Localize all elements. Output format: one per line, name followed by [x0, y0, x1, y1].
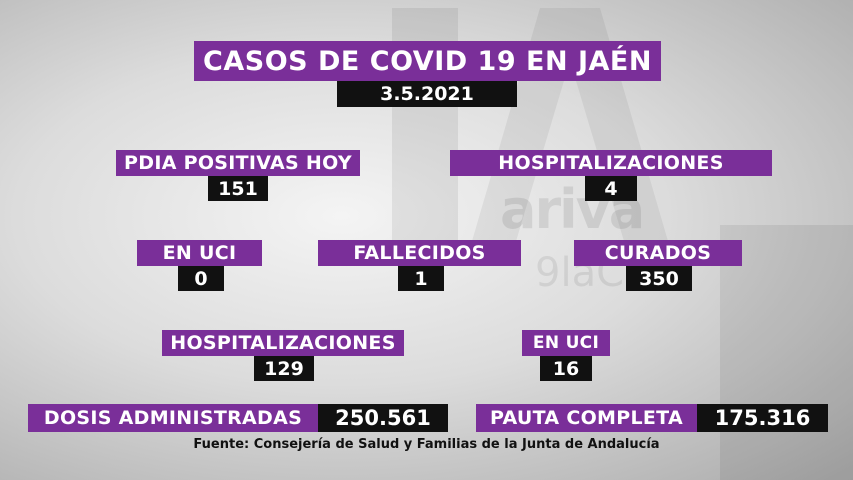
curados-label: CURADOS [574, 240, 742, 266]
curados-value: 350 [626, 266, 692, 291]
dosis-value: 250.561 [318, 404, 448, 432]
uci-total-label: EN UCI [522, 330, 610, 356]
uci-value: 0 [178, 266, 224, 291]
uci-label: EN UCI [137, 240, 262, 266]
report-date: 3.5.2021 [337, 81, 517, 107]
pauta-label: PAUTA COMPLETA [476, 404, 697, 432]
page-title: CASOS DE COVID 19 EN JAÉN [194, 41, 661, 81]
pdia-label: PDIA POSITIVAS HOY [116, 150, 360, 176]
source-footer: Fuente: Consejería de Salud y Familias d… [193, 437, 660, 452]
hospitalizaciones-label: HOSPITALIZACIONES [450, 150, 772, 176]
hospitalizaciones-total-value: 129 [254, 356, 314, 381]
fallecidos-value: 1 [398, 266, 444, 291]
pdia-value: 151 [208, 176, 268, 201]
pauta-value: 175.316 [697, 404, 828, 432]
uci-total-value: 16 [540, 356, 592, 381]
hospitalizaciones-value: 4 [585, 176, 637, 201]
fallecidos-label: FALLECIDOS [318, 240, 521, 266]
dosis-label: DOSIS ADMINISTRADAS [28, 404, 318, 432]
hospitalizaciones-total-label: HOSPITALIZACIONES [162, 330, 404, 356]
